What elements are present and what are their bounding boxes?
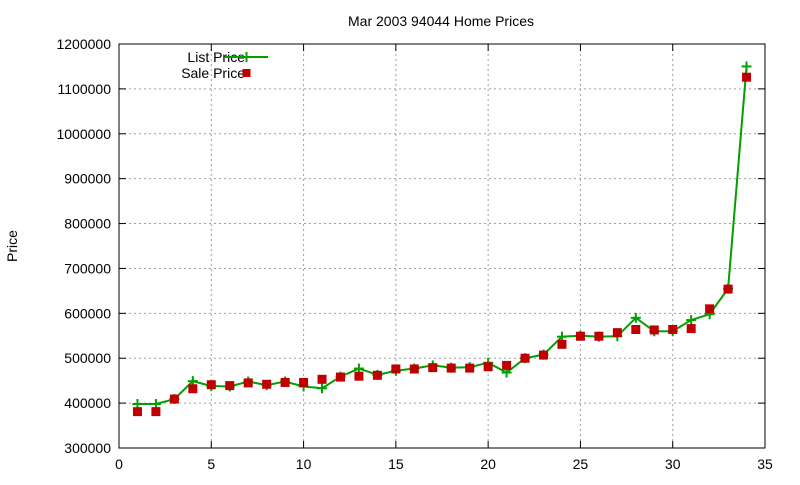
- sale-price-point: [502, 360, 512, 370]
- sale-price-point: [428, 363, 438, 373]
- y-tick-label: 1000000: [56, 126, 111, 142]
- y-tick-label: 800000: [64, 216, 111, 232]
- sale-price-point: [742, 72, 752, 82]
- sale-price-point: [280, 377, 290, 387]
- sale-price-point: [594, 331, 604, 341]
- sale-price-point: [188, 384, 198, 394]
- sale-price-point: [668, 324, 678, 334]
- sale-price-point: [612, 328, 622, 338]
- sale-price-point: [169, 394, 179, 404]
- y-tick-label: 700000: [64, 260, 111, 276]
- x-tick-label: 35: [757, 456, 773, 472]
- sale-price-point: [225, 381, 235, 391]
- sale-price-point: [575, 331, 585, 341]
- sale-price-point: [262, 379, 272, 389]
- x-tick-label: 0: [115, 456, 123, 472]
- y-tick-label: 600000: [64, 305, 111, 321]
- y-tick-label: 1200000: [56, 36, 111, 52]
- sale-price-point: [686, 324, 696, 334]
- sale-price-point: [705, 304, 715, 314]
- x-tick-label: 30: [665, 456, 681, 472]
- sale-price-point: [391, 364, 401, 374]
- x-tick-label: 10: [296, 456, 312, 472]
- legend-label-list-price: List Price: [187, 49, 245, 65]
- sale-price-point: [446, 363, 456, 373]
- grid-lines: [119, 44, 765, 448]
- x-tick-label: 15: [388, 456, 404, 472]
- x-tick-label: 20: [480, 456, 496, 472]
- x-tick-label: 25: [573, 456, 589, 472]
- x-tick-label: 5: [207, 456, 215, 472]
- list-price-point: [741, 61, 752, 72]
- sale-price-point: [520, 353, 530, 363]
- axes: [118, 43, 766, 449]
- sale-price-point: [649, 325, 659, 335]
- y-tick-label: 500000: [64, 350, 111, 366]
- y-tick-label: 1100000: [58, 81, 112, 97]
- sale-price-point: [243, 378, 253, 388]
- sale-price-point: [539, 350, 549, 360]
- sale-price-point: [354, 371, 364, 381]
- sale-price-point: [299, 377, 309, 387]
- list-price-point: [317, 383, 328, 394]
- sale-price-point: [372, 370, 382, 380]
- sale-price-point: [335, 372, 345, 382]
- y-tick-label: 300000: [64, 440, 111, 456]
- y-axis-label: Price: [4, 230, 20, 262]
- sale-price-point: [557, 339, 567, 349]
- y-tick-label: 900000: [64, 171, 111, 187]
- sale-price-point: [317, 374, 327, 384]
- chart-title: Mar 2003 94044 Home Prices: [348, 13, 534, 29]
- sale-price-point: [723, 284, 733, 294]
- sale-price-point: [631, 324, 641, 334]
- data-series: [132, 61, 752, 417]
- list-price-line: [137, 66, 748, 406]
- legend-swatch-sale-price: [242, 69, 251, 77]
- sale-price-point: [132, 407, 142, 417]
- sale-price-point: [409, 364, 419, 374]
- legend-label-sale-price: Sale Price: [181, 65, 245, 81]
- y-tick-label: 400000: [64, 395, 111, 411]
- list-price-point: [686, 315, 697, 326]
- plot-border: [118, 43, 766, 449]
- sale-price-point: [465, 363, 475, 373]
- list-price-point: [630, 312, 641, 323]
- sale-price-point: [483, 362, 493, 372]
- tick-labels: 300000 400000 500000 600000 700000 800000 9000…: [56, 36, 773, 472]
- sale-price-point: [151, 407, 161, 417]
- sale-price-point: [206, 380, 216, 390]
